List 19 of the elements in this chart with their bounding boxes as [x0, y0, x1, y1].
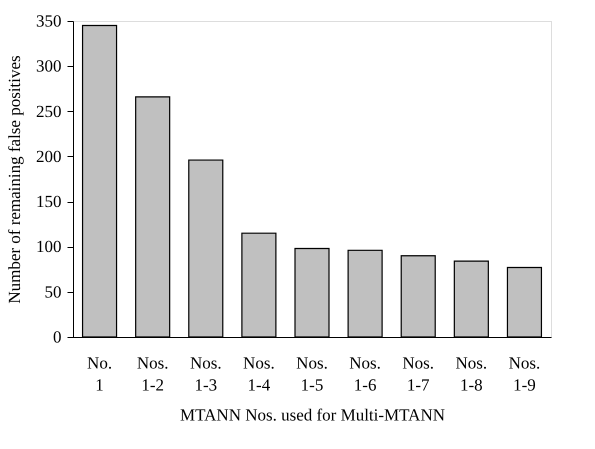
x-tick-label: Nos. 1-2: [136, 354, 168, 394]
y-tick-label: 150: [36, 192, 62, 212]
x-tick-label: Nos. 1-9: [508, 354, 540, 394]
y-axis-title: Number of remaining false positives: [5, 55, 24, 304]
y-tick-label: 50: [44, 282, 62, 302]
x-tick-label: Nos. 1-4: [243, 354, 275, 394]
x-tick-label: Nos. 1-6: [349, 354, 381, 394]
y-tick-label: 350: [36, 12, 62, 30]
x-tick-label: Nos. 1-7: [402, 354, 434, 394]
y-tick-label: 300: [36, 56, 62, 76]
y-tick-label: 200: [36, 146, 62, 166]
y-tick-label: 100: [36, 237, 62, 256]
x-tick-label: Nos. 1-3: [190, 354, 222, 394]
y-tick-label: 0: [53, 328, 62, 346]
x-tick-label: No. 1: [87, 354, 112, 394]
x-axis-title: MTANN Nos. used for Multi-MTANN: [180, 406, 446, 424]
y-tick-label: 250: [36, 102, 62, 121]
x-tick-label: Nos. 1-8: [456, 354, 488, 394]
x-tick-label: Nos. 1-5: [296, 354, 328, 394]
